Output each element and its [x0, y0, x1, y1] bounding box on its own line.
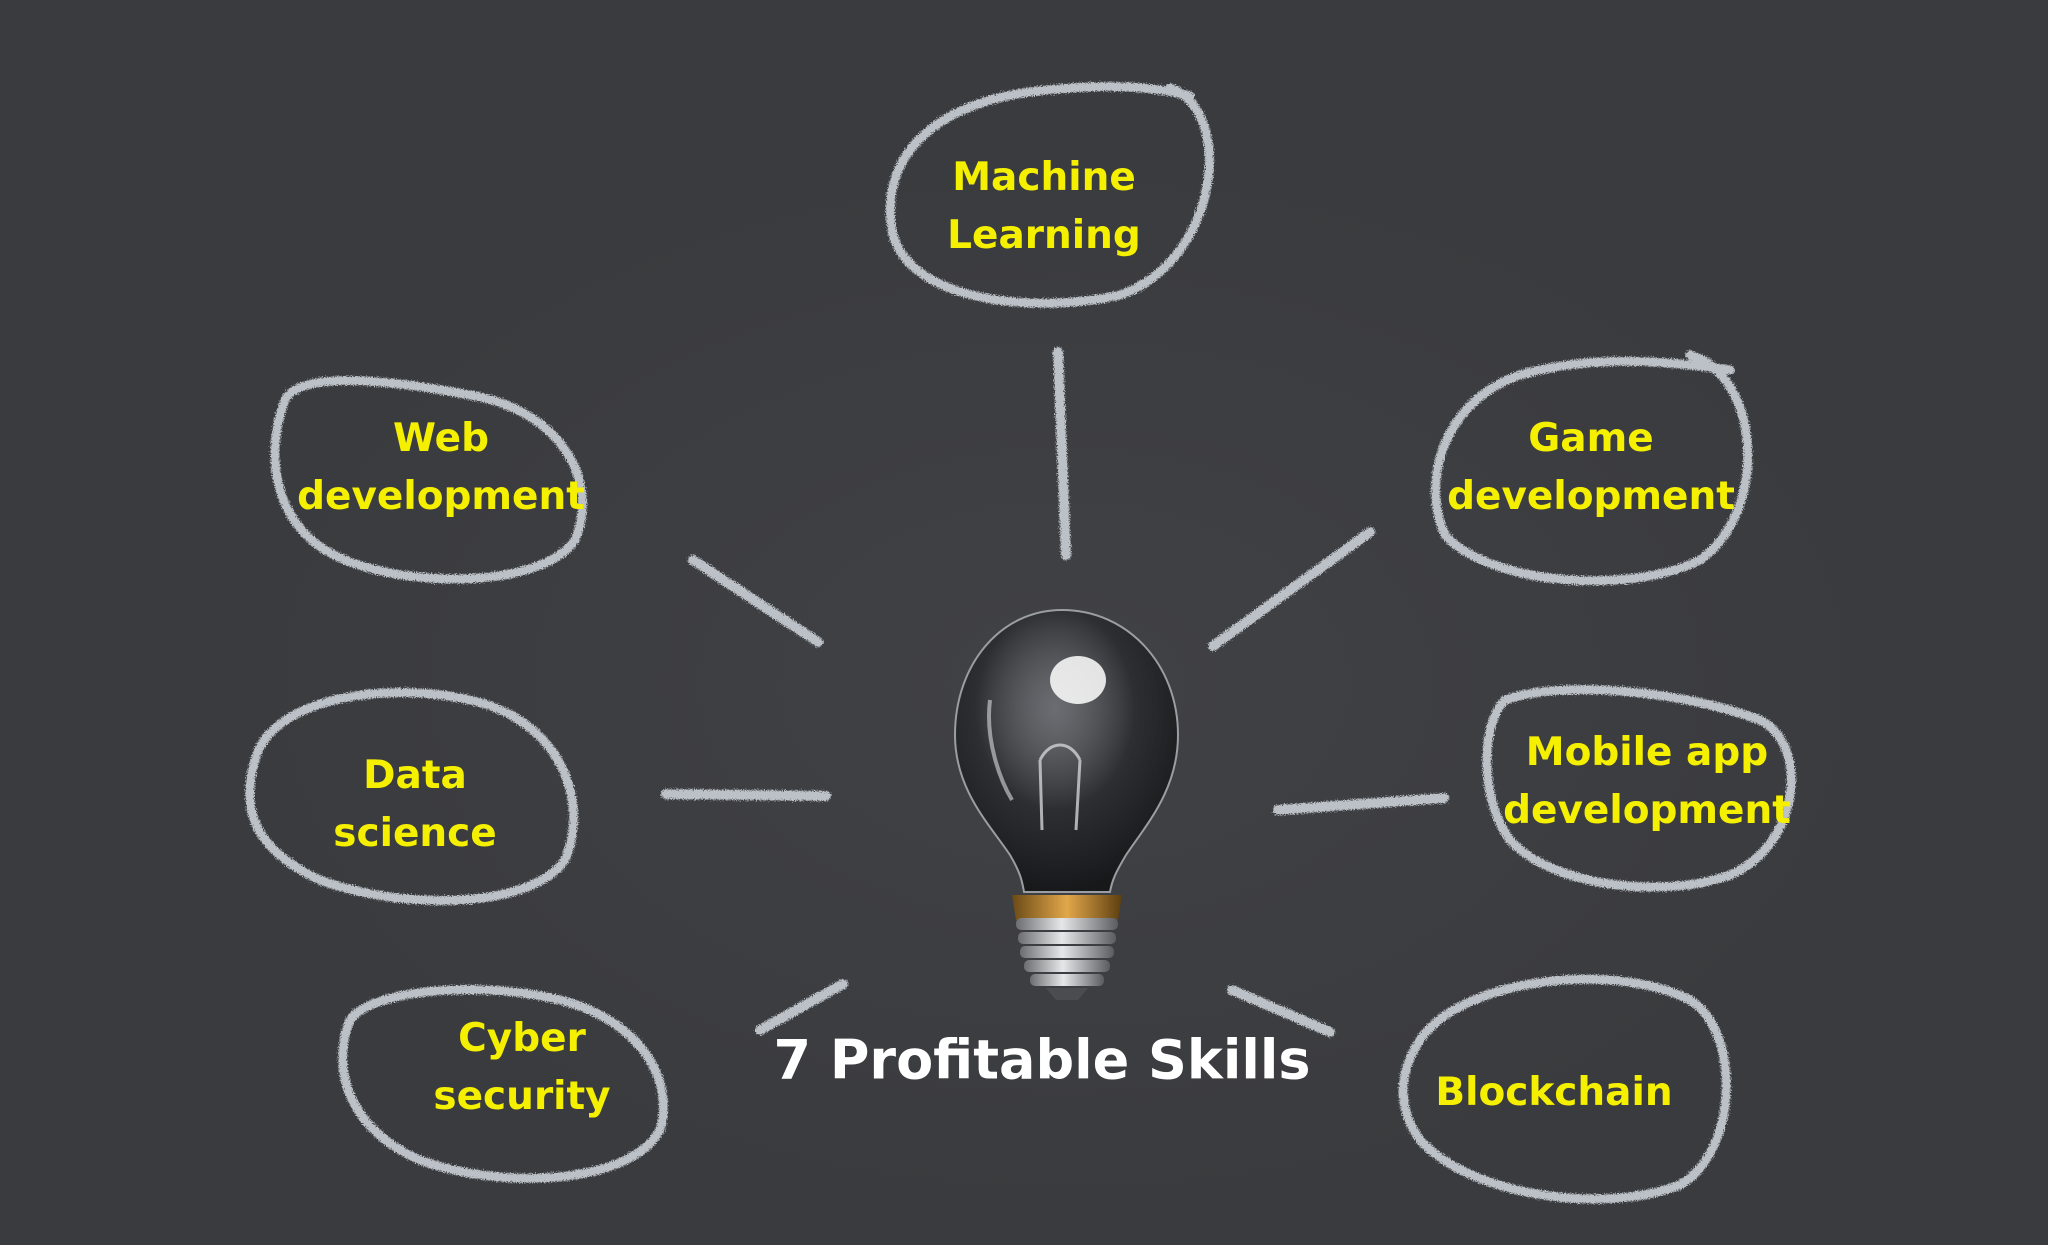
skill-cyber-security-line2: security	[433, 1074, 611, 1119]
spoke-mobile-app	[1273, 793, 1449, 815]
spoke-machine-learning	[1053, 347, 1071, 560]
skill-machine-learning-line1: Machine	[952, 155, 1136, 200]
skill-cyber-security: Cyber security	[433, 1010, 610, 1126]
chalk-circle-blockchain	[1398, 974, 1731, 1204]
spoke-cyber-security	[755, 979, 848, 1035]
skill-web-development: Web development	[297, 410, 585, 526]
spoke-blockchain	[1227, 985, 1335, 1037]
chalk-circle-cyber-security	[338, 985, 668, 1183]
spoke-game-development	[1208, 527, 1375, 651]
skill-machine-learning-line2: Learning	[947, 213, 1141, 258]
skill-blockchain: Blockchain	[1435, 1064, 1672, 1122]
chalk-circle-game-development	[1431, 350, 1753, 586]
skill-mobile-app-development: Mobile app development	[1503, 724, 1791, 840]
skill-cyber-security-line1: Cyber	[458, 1016, 586, 1061]
skill-web-development-line1: Web	[392, 416, 489, 461]
diagram-title: 7 Profitable Skills	[773, 1028, 1311, 1092]
light-bulb-icon	[953, 608, 1180, 1000]
chalk-circle-web-development	[270, 376, 587, 584]
skill-blockchain-line1: Blockchain	[1435, 1070, 1673, 1115]
skill-game-development-line2: development	[1447, 474, 1735, 519]
skill-data-science: Data science	[333, 747, 496, 863]
skill-data-science-line2: science	[333, 811, 497, 856]
spoke-data-science	[661, 789, 831, 801]
chalk-circle-mobile-app	[1482, 685, 1796, 892]
chalk-circle-machine-learning	[885, 82, 1214, 308]
skill-web-development-line2: development	[297, 474, 585, 519]
skill-machine-learning: Machine Learning	[947, 149, 1141, 265]
skill-mobile-app-line2: development	[1503, 788, 1791, 833]
skill-game-development-line1: Game	[1528, 416, 1654, 461]
chalk-circle-data-science	[245, 688, 578, 905]
skill-game-development: Game development	[1447, 410, 1735, 526]
spoke-web-development	[688, 555, 823, 647]
skill-data-science-line1: Data	[363, 753, 467, 798]
skill-mobile-app-line1: Mobile app	[1525, 730, 1769, 775]
